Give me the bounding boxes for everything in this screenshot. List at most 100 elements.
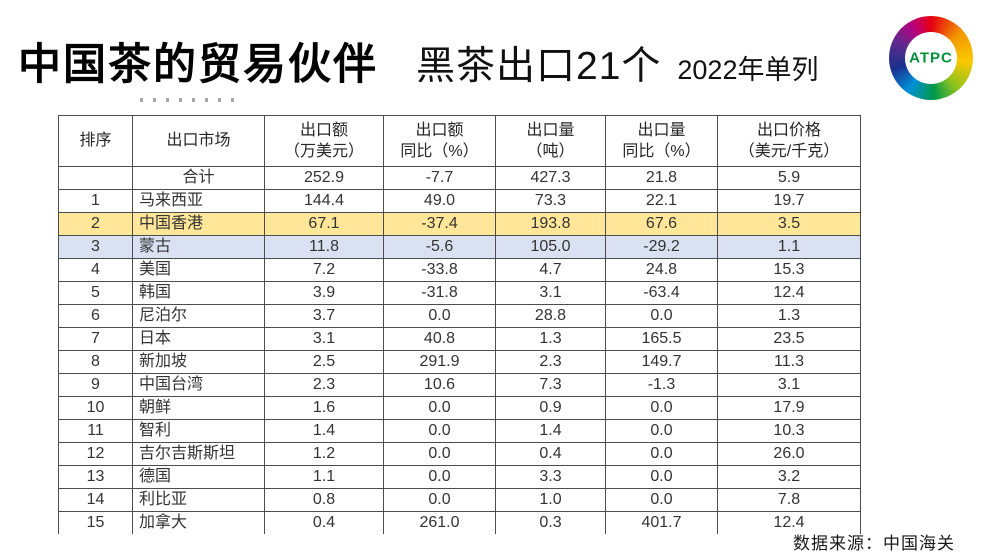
page-subtitle-note: 2022年单列 (677, 55, 819, 85)
cell-price: 1.3 (717, 304, 861, 328)
cell-price: 10.3 (717, 419, 861, 443)
cell-price: 11.3 (717, 350, 861, 374)
col-header-rank: 排序 (58, 115, 133, 167)
cell-value: 3.9 (264, 281, 384, 305)
cell-volume: 1.4 (495, 419, 606, 443)
table-row: 11 智利 1.4 0.0 1.4 0.0 10.3 (58, 419, 861, 443)
cell-market: 美国 (132, 258, 265, 282)
table-row: 合计 252.9 -7.7 427.3 21.8 5.9 (58, 166, 861, 190)
cell-volume_yoy: 0.0 (605, 465, 718, 489)
cell-value_yoy: 10.6 (383, 373, 496, 397)
cell-value_yoy: 0.0 (383, 396, 496, 420)
cell-market: 利比亚 (132, 488, 265, 512)
cell-value: 67.1 (264, 212, 384, 236)
cell-value_yoy: 261.0 (383, 511, 496, 534)
cell-volume: 73.3 (495, 189, 606, 213)
table-row: 8 新加坡 2.5 291.9 2.3 149.7 11.3 (58, 350, 861, 374)
cell-volume: 28.8 (495, 304, 606, 328)
table-row: 1 马来西亚 144.4 49.0 73.3 22.1 19.7 (58, 189, 861, 213)
cell-rank: 7 (58, 327, 133, 351)
cell-rank: 8 (58, 350, 133, 374)
cell-price: 26.0 (717, 442, 861, 466)
data-source: 数据来源：中国海关 (793, 534, 955, 553)
cell-rank: 5 (58, 281, 133, 305)
cell-value_yoy: -33.8 (383, 258, 496, 282)
cell-value: 7.2 (264, 258, 384, 282)
table-row: 12 吉尔吉斯斯坦 1.2 0.0 0.4 0.0 26.0 (58, 442, 861, 466)
page-title: 中国茶的贸易伙伴 (18, 41, 378, 89)
cell-volume_yoy: 149.7 (605, 350, 718, 374)
table-row: 6 尼泊尔 3.7 0.0 28.8 0.0 1.3 (58, 304, 861, 328)
table-header-row: 排序 出口市场 出口额 （万美元） 出口额 同比（%） 出口量 （吨） 出口量 同比（%）… (58, 115, 861, 167)
table-row: 5 韩国 3.9 -31.8 3.1 -63.4 12.4 (58, 281, 861, 305)
cell-value: 1.1 (264, 465, 384, 489)
table-row: 7 日本 3.1 40.8 1.3 165.5 23.5 (58, 327, 861, 351)
cell-rank: 13 (58, 465, 133, 489)
cell-price: 19.7 (717, 189, 861, 213)
cell-market: 合计 (132, 166, 265, 190)
cell-volume_yoy: 67.6 (605, 212, 718, 236)
cell-value_yoy: -37.4 (383, 212, 496, 236)
table-row: 4 美国 7.2 -33.8 4.7 24.8 15.3 (58, 258, 861, 282)
cell-volume_yoy: 0.0 (605, 304, 718, 328)
cell-price: 12.4 (717, 281, 861, 305)
cell-value_yoy: -7.7 (383, 166, 496, 190)
cell-price: 15.3 (717, 258, 861, 282)
cell-volume: 1.3 (495, 327, 606, 351)
cell-value: 144.4 (264, 189, 384, 213)
cell-rank: 12 (58, 442, 133, 466)
table-row: 10 朝鲜 1.6 0.0 0.9 0.0 17.9 (58, 396, 861, 420)
cell-market: 中国台湾 (132, 373, 265, 397)
cell-volume_yoy: -29.2 (605, 235, 718, 259)
cell-market: 吉尔吉斯斯坦 (132, 442, 265, 466)
cell-value: 252.9 (264, 166, 384, 190)
cell-rank: 15 (58, 511, 133, 534)
cell-volume_yoy: 0.0 (605, 419, 718, 443)
cell-price: 1.1 (717, 235, 861, 259)
cell-volume: 0.9 (495, 396, 606, 420)
cell-rank (58, 166, 133, 190)
cell-rank: 1 (58, 189, 133, 213)
cell-value_yoy: 0.0 (383, 419, 496, 443)
cell-value_yoy: 0.0 (383, 304, 496, 328)
cell-volume_yoy: 22.1 (605, 189, 718, 213)
cell-price: 17.9 (717, 396, 861, 420)
cell-value_yoy: -31.8 (383, 281, 496, 305)
cell-market: 尼泊尔 (132, 304, 265, 328)
cell-volume: 1.0 (495, 488, 606, 512)
cell-value_yoy: 0.0 (383, 465, 496, 489)
cell-market: 韩国 (132, 281, 265, 305)
col-header-volume: 出口量 （吨） (495, 115, 606, 167)
cell-value_yoy: 49.0 (383, 189, 496, 213)
col-header-volume_yoy: 出口量 同比（%） (605, 115, 718, 167)
cell-volume: 3.3 (495, 465, 606, 489)
table-row: 2 中国香港 67.1 -37.4 193.8 67.6 3.5 (58, 212, 861, 236)
cell-value: 1.2 (264, 442, 384, 466)
cell-value: 2.5 (264, 350, 384, 374)
table-row: 15 加拿大 0.4 261.0 0.3 401.7 12.4 (58, 511, 861, 534)
cell-rank: 4 (58, 258, 133, 282)
cell-volume_yoy: 0.0 (605, 396, 718, 420)
cell-value_yoy: 0.0 (383, 442, 496, 466)
cell-rank: 10 (58, 396, 133, 420)
cell-value_yoy: 40.8 (383, 327, 496, 351)
cell-volume_yoy: 401.7 (605, 511, 718, 534)
table-row: 9 中国台湾 2.3 10.6 7.3 -1.3 3.1 (58, 373, 861, 397)
cell-volume_yoy: -63.4 (605, 281, 718, 305)
cell-volume_yoy: -1.3 (605, 373, 718, 397)
cell-volume: 4.7 (495, 258, 606, 282)
cell-volume_yoy: 21.8 (605, 166, 718, 190)
cell-market: 中国香港 (132, 212, 265, 236)
cell-volume: 2.3 (495, 350, 606, 374)
cell-price: 12.4 (717, 511, 861, 534)
cell-market: 蒙古 (132, 235, 265, 259)
cell-value: 1.6 (264, 396, 384, 420)
logo-text: ATPC (909, 49, 953, 67)
cell-price: 3.1 (717, 373, 861, 397)
cell-volume: 193.8 (495, 212, 606, 236)
cell-value: 2.3 (264, 373, 384, 397)
atpc-logo: ATPC (889, 16, 973, 100)
rainbow-swirl-icon (889, 16, 973, 100)
cell-value: 3.1 (264, 327, 384, 351)
